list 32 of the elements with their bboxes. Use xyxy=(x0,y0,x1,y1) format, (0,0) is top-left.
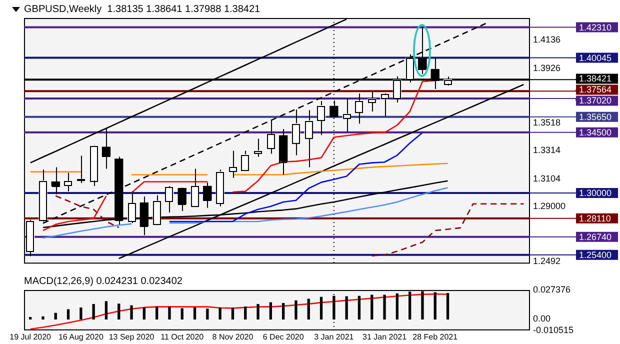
y-tick-label: 0.00 xyxy=(533,314,551,324)
ref-line-label: 1.25400 xyxy=(579,250,612,260)
y-tick-label: 1.4136 xyxy=(533,34,561,45)
y-tick-label: 1.2492 xyxy=(533,256,561,266)
x-tick-label: 19 Jul 2020 xyxy=(10,332,52,342)
y-tick-label: 1.3926 xyxy=(533,62,561,73)
ref-line-label: 1.40045 xyxy=(579,52,612,63)
ref-line-label: 1.42310 xyxy=(579,22,612,32)
x-tick-label: 31 Jan 2021 xyxy=(362,332,408,342)
ref-line-label: 1.37564 xyxy=(579,84,612,95)
y-tick-label: 0.027376 xyxy=(533,284,571,294)
x-tick-label: 13 Sep 2020 xyxy=(108,332,155,342)
chart-title: MACD(12,26,9) 0.024231 0.023402 xyxy=(24,276,183,287)
y-tick-label: 1.29000 xyxy=(533,200,566,211)
ref-line-label: 1.28110 xyxy=(579,213,611,224)
ref-line-label: 1.26740 xyxy=(579,232,612,242)
ref-line-label: 1.38421 xyxy=(579,74,612,84)
x-tick-label: 11 Oct 2020 xyxy=(160,332,204,342)
ref-line-label: 1.34500 xyxy=(579,127,612,138)
chart-title: GBPUSD,Weekly 1.38135 1.38641 1.37988 1.38421 xyxy=(24,4,261,15)
ref-line-label: 1.30000 xyxy=(579,188,612,198)
y-tick-label: 1.3314 xyxy=(533,145,561,156)
x-tick-label: 16 Aug 2020 xyxy=(58,332,104,342)
y-tick-label: 1.3518 xyxy=(533,118,561,128)
x-tick-label: 8 Nov 2020 xyxy=(212,332,254,342)
ref-line-label: 1.35650 xyxy=(579,112,612,122)
y-tick-label: 1.3104 xyxy=(533,173,561,184)
x-tick-label: 3 Jan 2021 xyxy=(314,332,354,342)
ref-line-label: 1.37020 xyxy=(579,96,612,106)
y-tick-label: -0.010515 xyxy=(533,324,574,335)
x-tick-label: 28 Feb 2021 xyxy=(412,332,458,342)
x-tick-label: 6 Dec 2020 xyxy=(262,332,304,342)
